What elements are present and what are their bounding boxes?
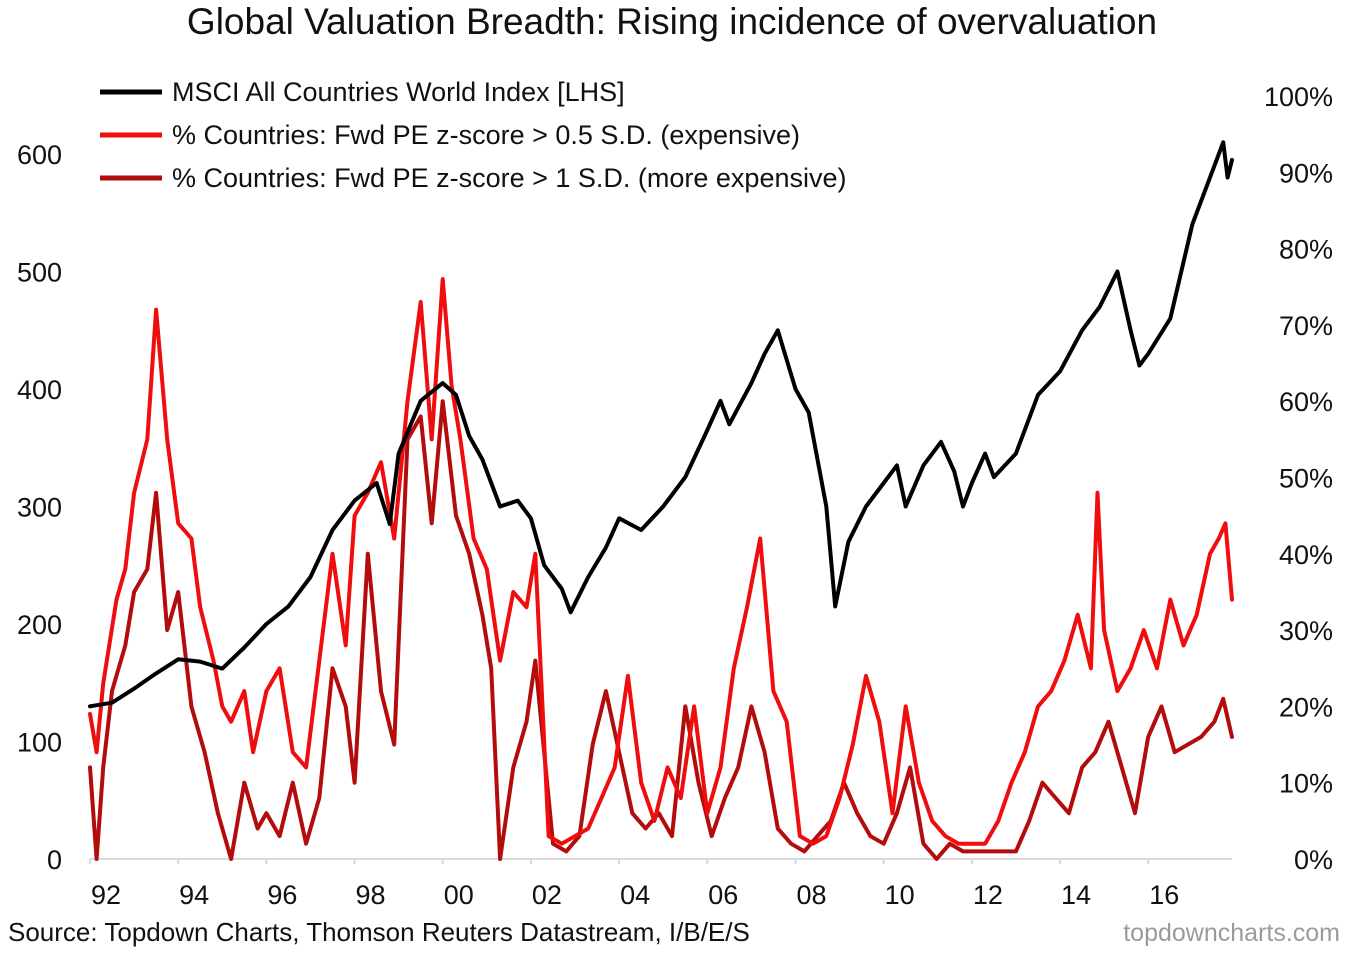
legend-label: % Countries: Fwd PE z-score > 1 S.D. (mo… [172,163,847,193]
x-tick-label: 06 [708,880,738,910]
left-tick-label: 400 [17,375,62,405]
right-tick-label: 90% [1279,158,1333,188]
x-tick-label: 12 [973,880,1003,910]
x-tick-label: 10 [885,880,915,910]
right-tick-label: 70% [1279,311,1333,341]
x-tick-label: 96 [267,880,297,910]
x-tick-label: 04 [620,880,650,910]
x-tick-label: 98 [356,880,386,910]
source-note: Source: Topdown Charts, Thomson Reuters … [8,917,750,947]
right-tick-label: 50% [1279,464,1333,494]
series-line-2 [88,399,1234,861]
right-tick-label: 40% [1279,540,1333,570]
plot-area [88,140,1234,861]
x-tick-label: 08 [796,880,826,910]
x-tick-label: 94 [179,880,209,910]
legend-label: MSCI All Countries World Index [LHS] [172,77,625,107]
x-tick-label: 02 [532,880,562,910]
left-tick-label: 300 [17,493,62,523]
right-tick-label: 10% [1279,769,1333,799]
x-tick-label: 92 [91,880,121,910]
left-axis: 0 100 200 300 400 500 600 [17,140,62,875]
left-tick-label: 600 [17,140,62,170]
x-axis: 92 94 96 98 00 02 04 06 08 10 12 14 16 [89,859,1179,910]
right-axis: 0% 10% 20% 30% 40% 50% 60% 70% 80% 90% 100% [1264,82,1333,875]
right-tick-label: 100% [1264,82,1333,112]
x-tick-label: 00 [444,880,474,910]
left-tick-label: 200 [17,610,62,640]
chart-title: Global Valuation Breadth: Rising inciden… [187,1,1157,42]
right-tick-label: 60% [1279,387,1333,417]
right-tick-label: 20% [1279,692,1333,722]
series-line-0 [88,140,1234,709]
left-tick-label: 100 [17,728,62,758]
x-tick-label: 14 [1061,880,1091,910]
right-tick-label: 80% [1279,235,1333,265]
watermark: topdowncharts.com [1123,919,1340,947]
series-line-1 [88,277,1234,846]
right-tick-label: 0% [1294,845,1333,875]
legend-label: % Countries: Fwd PE z-score > 0.5 S.D. (… [172,120,800,150]
x-tick-label: 16 [1149,880,1179,910]
right-tick-label: 30% [1279,616,1333,646]
left-tick-label: 0 [47,845,62,875]
legend: MSCI All Countries World Index [LHS] % Co… [100,77,847,193]
left-tick-label: 500 [17,258,62,288]
